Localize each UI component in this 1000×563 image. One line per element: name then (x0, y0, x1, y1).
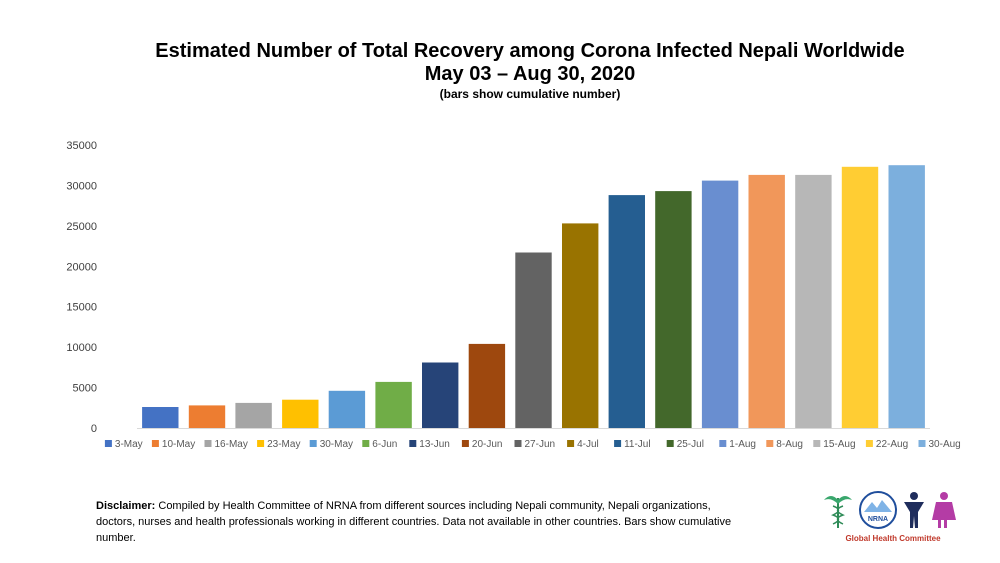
bar-20-Jun (468, 343, 506, 428)
legend-swatch (151, 440, 159, 447)
legend-item: 27-Jun (514, 439, 556, 450)
bar-1-Aug (701, 180, 739, 428)
bar-4-Jul (562, 223, 599, 428)
bars (142, 165, 925, 429)
legend-item: 30-Aug (918, 439, 961, 450)
legend-label: 1-Aug (729, 439, 756, 450)
legend-label: 20-Jun (472, 439, 503, 450)
y-tick-label: 10000 (66, 342, 97, 354)
legend-item: 6-Jun (362, 439, 397, 450)
legend-swatch (362, 440, 370, 447)
woman-figure-icon (932, 492, 956, 528)
bar-16-May (235, 402, 272, 428)
legend-swatch (104, 440, 112, 447)
global-health-committee-logo: NRNA Global Health Committee (818, 488, 968, 548)
bar-30-May (328, 390, 366, 428)
legend-swatch (409, 440, 417, 447)
legend-item: 16-May (204, 439, 248, 450)
man-figure-icon (904, 492, 924, 528)
legend-swatch (204, 440, 212, 447)
y-tick-label: 30000 (66, 180, 97, 192)
y-tick-label: 5000 (73, 383, 97, 395)
chart-title: Estimated Number of Total Recovery among… (155, 40, 905, 62)
legend-label: 13-Jun (419, 439, 450, 450)
legend-swatch (309, 440, 317, 447)
legend-item: 25-Jul (666, 439, 704, 450)
bar-13-Jun (422, 362, 459, 428)
legend-item: 30-May (309, 439, 353, 450)
chart-date-range: May 03 – Aug 30, 2020 (424, 63, 636, 85)
legend-swatch (614, 440, 622, 447)
legend-item: 22-Aug (865, 439, 908, 450)
legend-swatch (918, 440, 926, 447)
legend-swatch (666, 440, 674, 447)
bar-23-May (282, 399, 319, 428)
legend-item: 4-Jul (567, 439, 599, 450)
legend-swatch (865, 440, 873, 447)
legend-label: 4-Jul (577, 439, 599, 450)
legend: 3-May 10-May 16-May 23-May 30-May 6-Jun 13-Jun… (104, 439, 961, 450)
legend-label: 30-May (320, 439, 353, 450)
logo-text: NRNA (868, 516, 888, 523)
legend-label: 22-Aug (876, 439, 908, 450)
bar-3-May (142, 407, 179, 428)
bar-30-Aug (888, 165, 925, 428)
legend-label: 15-Aug (823, 439, 855, 450)
bar-27-Jun (515, 252, 552, 428)
legend-label: 16-May (215, 439, 248, 450)
chart-title-block: Estimated Number of Total Recovery among… (0, 40, 1000, 101)
legend-label: 30-Aug (929, 439, 961, 450)
bar-25-Jul (655, 191, 692, 428)
legend-swatch (461, 440, 469, 447)
legend-item: 1-Aug (719, 439, 756, 450)
bar-15-Aug (795, 174, 832, 428)
y-tick-label: 20000 (66, 261, 97, 273)
legend-swatch (514, 440, 522, 447)
bar-chart: 0 5000 10000 15000 20000 25000 30000 35000 3-Ma… (66, 140, 961, 450)
legend-label: 23-May (267, 439, 300, 450)
legend-item: 23-May (257, 439, 300, 450)
disclaimer: Disclaimer: Compiled by Health Committee… (96, 498, 736, 546)
legend-label: 25-Jul (677, 439, 704, 450)
legend-label: 11-Jul (624, 439, 651, 450)
legend-label: 8-Aug (776, 439, 803, 450)
legend-item: 3-May (104, 439, 143, 450)
bar-11-Jul (608, 195, 645, 428)
legend-item: 10-May (151, 439, 195, 450)
caduceus-icon (824, 496, 852, 528)
legend-label: 10-May (162, 439, 195, 450)
y-axis: 0 5000 10000 15000 20000 25000 30000 35000 (66, 140, 97, 435)
disclaimer-text: Compiled by Health Committee of NRNA fro… (96, 500, 732, 544)
y-tick-label: 15000 (66, 302, 97, 314)
legend-item: 15-Aug (813, 439, 856, 450)
y-tick-label: 35000 (66, 140, 97, 152)
legend-item: 11-Jul (614, 439, 651, 450)
legend-item: 20-Jun (461, 439, 503, 450)
legend-label: 27-Jun (525, 439, 556, 450)
y-tick-label: 0 (91, 423, 97, 435)
legend-label: 6-Jun (372, 439, 397, 450)
y-tick-label: 25000 (66, 221, 97, 233)
chart-subtitle: (bars show cumulative number) (439, 87, 621, 101)
disclaimer-label: Disclaimer: (96, 500, 156, 512)
legend-swatch (813, 440, 821, 447)
legend-label: 3-May (115, 439, 143, 450)
bar-8-Aug (748, 174, 785, 428)
nrna-emblem-icon: NRNA (859, 491, 897, 529)
legend-swatch (257, 440, 265, 447)
legend-item: 8-Aug (766, 439, 803, 450)
bar-6-Jun (375, 381, 412, 428)
legend-swatch (766, 440, 774, 447)
logo-caption: Global Health Committee (845, 534, 941, 543)
bar-10-May (188, 405, 226, 428)
legend-item: 13-Jun (409, 439, 450, 450)
bar-22-Aug (841, 166, 879, 429)
legend-swatch (567, 440, 575, 447)
legend-swatch (719, 440, 727, 447)
